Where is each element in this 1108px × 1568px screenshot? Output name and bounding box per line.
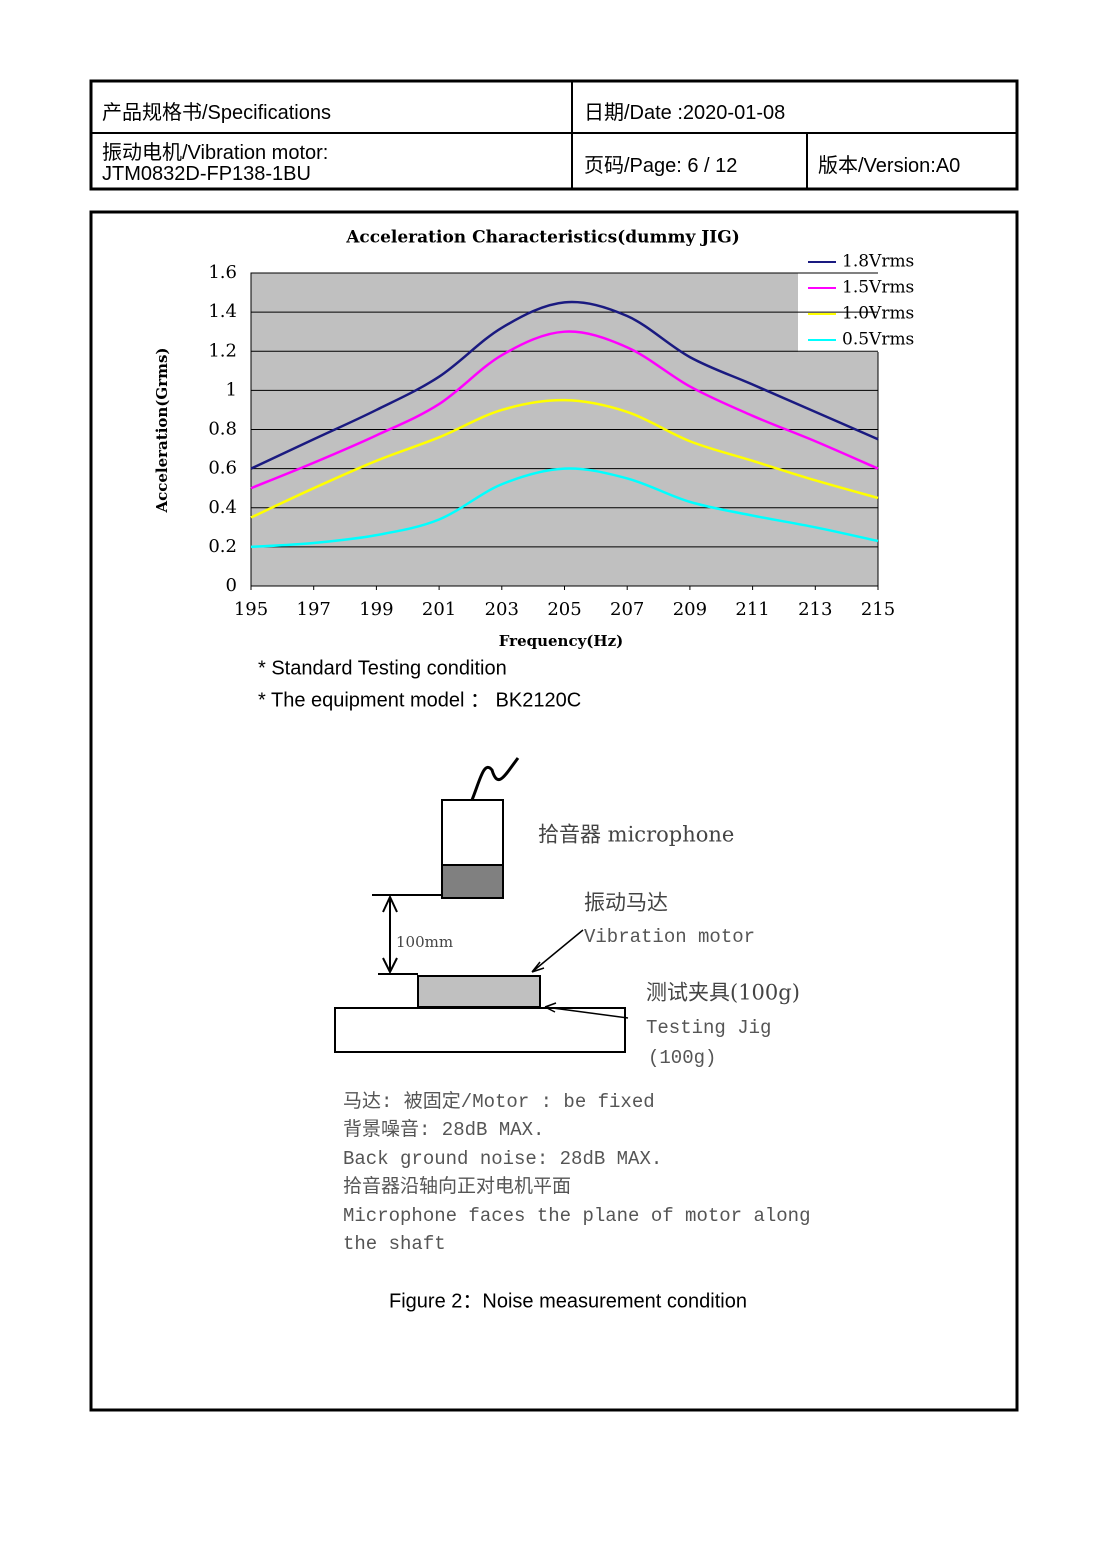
figure-caption: Figure 2：Noise measurement condition — [389, 1290, 747, 1312]
x-tick-label: 211 — [735, 599, 769, 620]
x-tick-label: 205 — [547, 599, 581, 620]
cable — [470, 757, 520, 801]
y-tick-label: 1.2 — [208, 340, 237, 361]
header-version: 版本/Version:A0 — [818, 155, 961, 177]
legend — [798, 250, 924, 352]
header-frame — [89, 79, 1019, 191]
y-tick-label: 0.2 — [208, 536, 237, 557]
jig-label: Testing Jig — [646, 1017, 771, 1039]
x-tick-label: 215 — [861, 599, 895, 620]
y-tick-label: 1.4 — [208, 301, 237, 322]
header-page: 页码/Page: 6 / 12 — [584, 155, 738, 177]
x-axis-label: Frequency(Hz) — [499, 632, 623, 650]
x-tick-label: 201 — [422, 599, 456, 620]
y-tick-label: 0 — [226, 575, 237, 596]
series-line — [250, 330, 879, 490]
chart: Acceleration Characteristics(dummy JIG) … — [153, 228, 924, 650]
series-line — [250, 467, 879, 549]
motor-pointer — [531, 929, 584, 973]
x-tick-label: 195 — [234, 599, 268, 620]
motor-label: Vibration motor — [584, 926, 755, 948]
microphone-head — [441, 864, 504, 899]
legend-label: 1.8Vrms — [842, 252, 914, 272]
y-tick-label: 0.8 — [208, 419, 237, 440]
legend-label: 1.0Vrms — [842, 304, 914, 324]
y-axis-label: Acceleration(Grms) — [153, 347, 171, 513]
jig-label: 测试夹具(100g) — [646, 981, 800, 1005]
condition-line: 背景噪音: 28dB MAX. — [343, 1118, 544, 1141]
x-tick-label: 213 — [798, 599, 832, 620]
condition-line: 马达: 被固定/Motor : be fixed — [343, 1090, 655, 1113]
series-line — [250, 398, 879, 519]
x-tick-label: 209 — [673, 599, 707, 620]
distance-label: 100mm — [396, 933, 453, 951]
y-tick-label: 0.6 — [208, 458, 237, 479]
y-tick-label: 0.4 — [208, 497, 237, 518]
header-date: 日期/Date :2020-01-08 — [584, 102, 786, 124]
condition-line: Microphone faces the plane of motor alon… — [343, 1205, 810, 1227]
x-tick-label: 207 — [610, 599, 644, 620]
motor-label: 振动马达 — [584, 891, 668, 915]
microphone-label: 拾音器 microphone — [538, 823, 734, 847]
header-model: JTM0832D-FP138-1BU — [102, 163, 311, 185]
header-title: 产品规格书/Specifications — [102, 102, 331, 124]
legend-label: 0.5Vrms — [842, 330, 914, 350]
note: * Standard Testing condition — [258, 657, 507, 679]
testing-jig — [334, 1007, 626, 1053]
jig-label: (100g) — [648, 1047, 716, 1069]
condition-line: the shaft — [343, 1233, 446, 1255]
condition-line: Back ground noise: 28dB MAX. — [343, 1148, 662, 1170]
x-tick-label: 199 — [359, 599, 393, 620]
y-tick-label: 1.6 — [208, 262, 237, 283]
x-tick-label: 197 — [297, 599, 331, 620]
legend-label: 1.5Vrms — [842, 278, 914, 298]
note: * The equipment model ： BK2120C — [258, 689, 581, 711]
header-product: 振动电机/Vibration motor: — [102, 142, 329, 164]
content-frame — [89, 210, 1019, 1412]
series-line — [250, 300, 879, 470]
dimension-arrow — [382, 894, 398, 975]
y-tick-label: 1 — [226, 379, 237, 400]
motor — [417, 975, 541, 1008]
condition-line: 拾音器沿轴向正对电机平面 — [343, 1175, 571, 1198]
chart-title: Acceleration Characteristics(dummy JIG) — [345, 228, 740, 248]
jig-pointer — [544, 1002, 629, 1019]
x-tick-label: 203 — [485, 599, 519, 620]
